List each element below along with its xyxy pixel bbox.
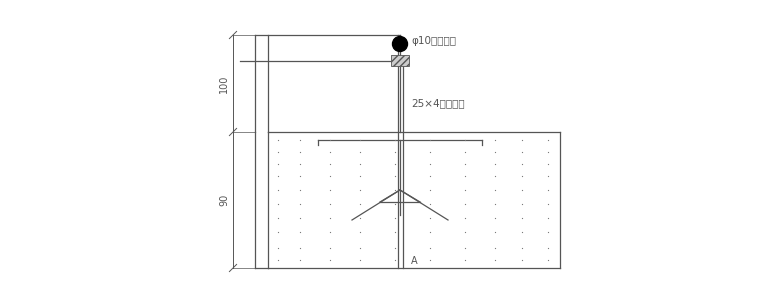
Text: 25×4镀锡扁鉢: 25×4镀锡扁鉢 <box>411 98 464 108</box>
Text: 100: 100 <box>219 74 229 93</box>
Bar <box>391 55 409 66</box>
Circle shape <box>392 37 407 51</box>
Text: A: A <box>410 256 417 266</box>
Text: 90: 90 <box>219 194 229 206</box>
Text: φ10镀锡圆鉢: φ10镀锡圆鉢 <box>411 36 456 46</box>
